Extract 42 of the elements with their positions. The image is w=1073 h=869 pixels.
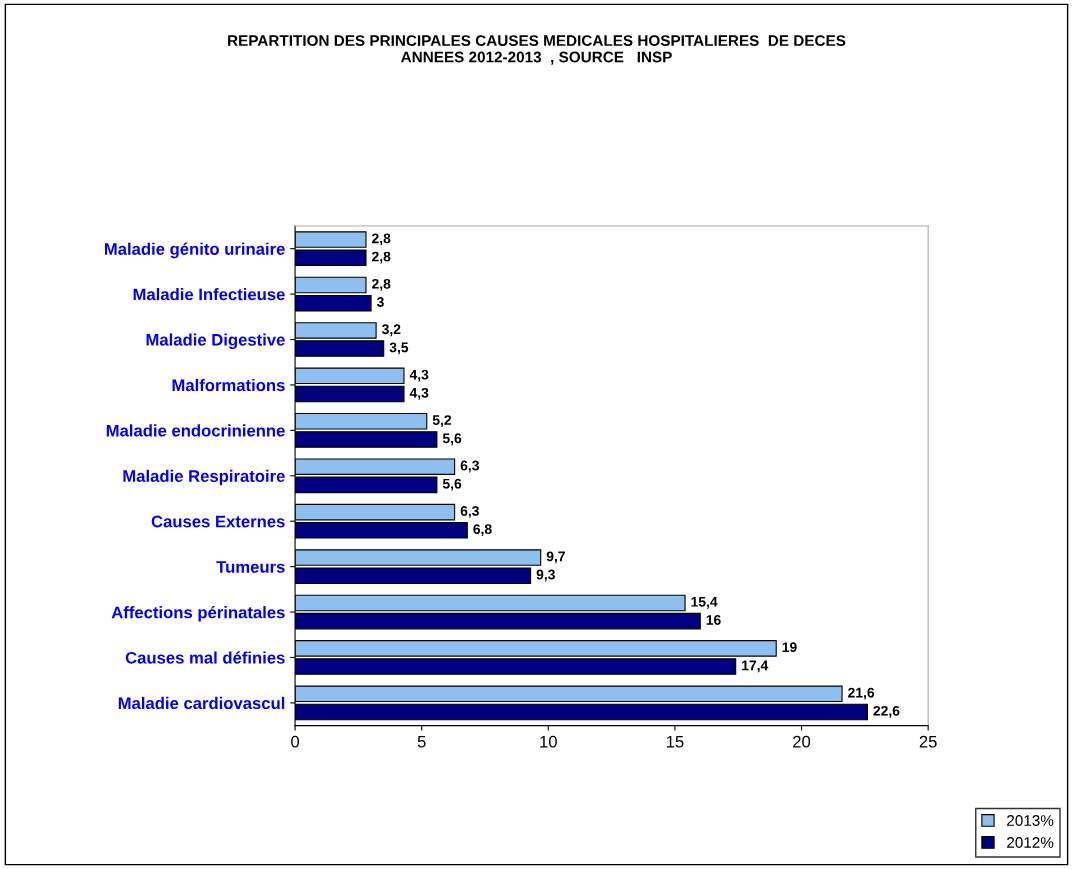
data-label: 5,2 xyxy=(432,415,452,428)
data-label: 3,5 xyxy=(389,342,409,355)
y-tick-label: Maladie Infectieuse xyxy=(133,288,285,301)
data-label: 5,6 xyxy=(442,478,462,491)
y-tick-label: Tumeurs xyxy=(216,561,285,573)
data-label: 4,3 xyxy=(409,369,429,382)
data-label: 22,6 xyxy=(873,705,900,718)
legend-label: 2012% xyxy=(1007,837,1054,848)
data-label: 5,6 xyxy=(442,433,462,446)
x-tick-label: 15 xyxy=(666,735,684,748)
y-tick-label: Maladie Digestive xyxy=(146,333,285,350)
data-label: 9,3 xyxy=(536,569,555,582)
data-label: 2,8 xyxy=(372,233,391,246)
y-tick-label: Maladie cardiovascul xyxy=(118,696,285,710)
y-tick-label: Causes Externes xyxy=(151,515,285,528)
y-tick-label: Causes mal définies xyxy=(125,651,285,664)
data-label: 2,8 xyxy=(372,278,391,291)
data-label: 16 xyxy=(706,615,721,625)
chart-title: REPARTITION DES PRINCIPALES CAUSES MEDICALES HOSPITALIERES DE DECES ANNEES 2012-2013 , SOURCE INSP xyxy=(228,35,846,65)
data-label: 2,8 xyxy=(372,251,391,264)
data-label: 6,3 xyxy=(460,506,479,518)
x-tick-label: 20 xyxy=(793,735,811,748)
data-label: 17,4 xyxy=(742,660,769,673)
data-label: 15,4 xyxy=(691,597,718,609)
data-label: 9,7 xyxy=(546,551,565,564)
data-label: 3 xyxy=(376,297,384,307)
x-tick-label: 0 xyxy=(291,735,300,748)
x-tick-label: 10 xyxy=(540,735,557,748)
data-label: 21,6 xyxy=(848,687,875,700)
data-label: 19 xyxy=(782,642,797,653)
y-tick-label: Maladie génito urinaire xyxy=(104,242,285,259)
data-label: 4,3 xyxy=(409,387,429,400)
x-tick-label: 25 xyxy=(919,735,937,748)
legend-label: 2013% xyxy=(1007,815,1054,826)
data-label: 3,2 xyxy=(381,324,401,337)
x-tick-label: 5 xyxy=(417,735,426,748)
y-tick-label: Affections périnatales xyxy=(111,605,285,622)
data-label: 6,3 xyxy=(460,460,479,473)
data-label: 6,8 xyxy=(473,524,492,537)
y-tick-label: Maladie Respiratoire xyxy=(123,469,285,486)
y-tick-label: Maladie endocrinienne xyxy=(106,424,285,437)
y-tick-label: Malformations xyxy=(172,378,285,392)
